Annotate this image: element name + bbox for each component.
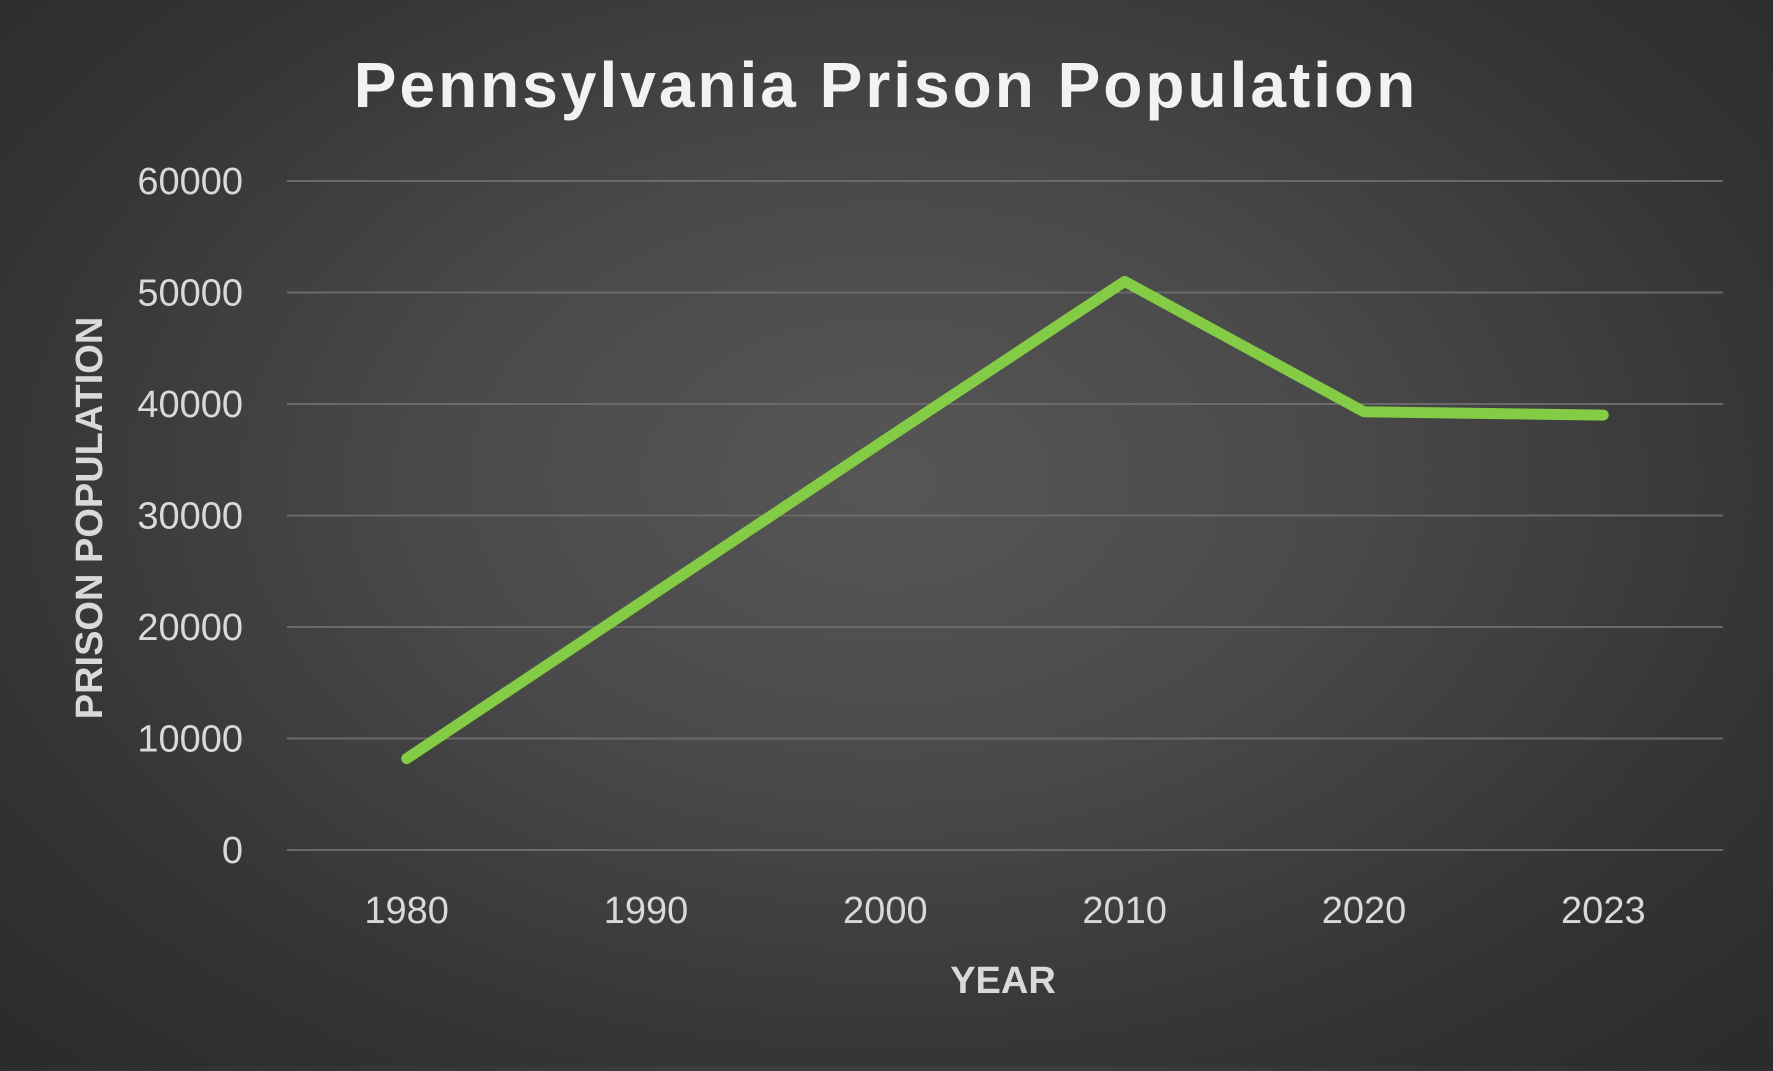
y-tick-label: 30000 [137, 496, 243, 538]
y-axis-title: PRISON POPULATION [69, 317, 111, 720]
y-tick-label: 0 [222, 830, 243, 872]
x-tick-label: 2023 [1561, 890, 1646, 932]
x-tick-label: 2020 [1322, 890, 1407, 932]
x-tick-label: 2000 [843, 890, 928, 932]
y-tick-label: 60000 [137, 161, 243, 203]
x-axis-title: YEAR [950, 960, 1056, 1002]
gridlines [287, 180, 1723, 851]
y-tick-label: 50000 [137, 273, 243, 315]
series-group [401, 275, 1609, 765]
y-tick-label: 20000 [137, 607, 243, 649]
series-line [401, 275, 1609, 765]
chart-title: Pennsylvania Prison Population [354, 49, 1418, 121]
y-tick-label: 40000 [137, 384, 243, 426]
x-axis-ticks: 1980 1990 2000 2010 2020 2023 [364, 890, 1645, 932]
x-tick-label: 1980 [364, 890, 449, 932]
y-tick-label: 10000 [137, 719, 243, 761]
x-tick-label: 1990 [604, 890, 689, 932]
x-tick-label: 2010 [1082, 890, 1167, 932]
y-axis-ticks: 0 10000 20000 30000 40000 50000 60000 [137, 161, 243, 872]
